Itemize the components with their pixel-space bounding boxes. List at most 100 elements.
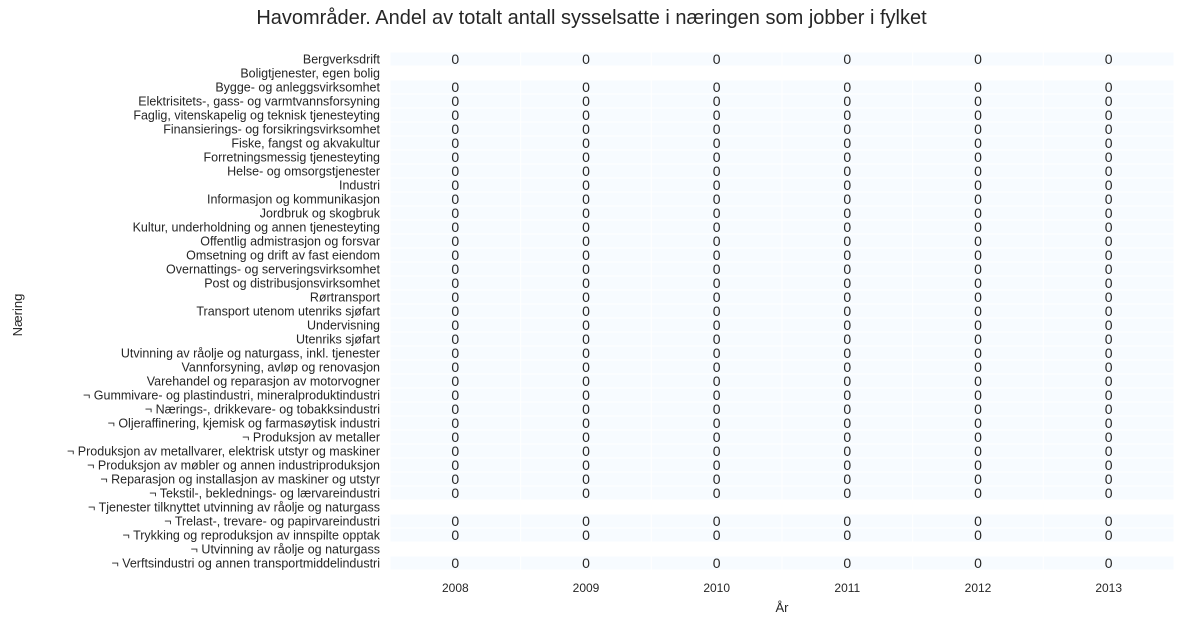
cell-value-label: 0 xyxy=(1105,121,1113,137)
chart-title: Havområder. Andel av totalt antall sysse… xyxy=(256,7,927,29)
cell-value-label: 0 xyxy=(974,149,982,165)
row-label: Utenriks sjøfart xyxy=(296,333,381,347)
row-label: Undervisning xyxy=(307,319,380,333)
cell-value-label: 0 xyxy=(582,247,590,263)
cell-value-label: 0 xyxy=(843,51,851,67)
cell-value-label: 0 xyxy=(1105,485,1113,501)
cell-value-label: 0 xyxy=(713,51,721,67)
cell-value-label: 0 xyxy=(1105,527,1113,543)
cell-value-label: 0 xyxy=(843,149,851,165)
cell-value-label: 0 xyxy=(582,289,590,305)
cell-value-label: 0 xyxy=(582,149,590,165)
cell-value-label: 0 xyxy=(713,317,721,333)
cell-value-label: 0 xyxy=(713,331,721,347)
cell-value-label: 0 xyxy=(451,177,459,193)
x-tick-label: 2008 xyxy=(442,581,469,595)
cell-value-label: 0 xyxy=(843,135,851,151)
cell-value-label: 0 xyxy=(1105,205,1113,221)
cell-value-label: 0 xyxy=(974,219,982,235)
cell-value-label: 0 xyxy=(451,51,459,67)
row-label: Finansierings- og forsikringsvirksomhet xyxy=(163,123,380,137)
cell-value-label: 0 xyxy=(1105,401,1113,417)
cell-value-label: 0 xyxy=(974,121,982,137)
cell-value-label: 0 xyxy=(582,275,590,291)
x-tick-label: 2013 xyxy=(1095,581,1122,595)
cell-value-label: 0 xyxy=(451,401,459,417)
cell-value-label: 0 xyxy=(974,513,982,529)
y-axis-label: Næring xyxy=(10,294,25,337)
cell-value-label: 0 xyxy=(1105,289,1113,305)
cell-value-label: 0 xyxy=(713,401,721,417)
cell-value-label: 0 xyxy=(1105,233,1113,249)
cell-value-label: 0 xyxy=(582,177,590,193)
cell-value-label: 0 xyxy=(582,219,590,235)
cell-value-label: 0 xyxy=(843,513,851,529)
cell-value-label: 0 xyxy=(1105,331,1113,347)
row-label: Faglig, vitenskapelig og teknisk tjenest… xyxy=(133,109,380,123)
cell-value-label: 0 xyxy=(843,359,851,375)
cell-value-label: 0 xyxy=(974,205,982,221)
cell-value-label: 0 xyxy=(843,457,851,473)
cell-value-label: 0 xyxy=(582,513,590,529)
cell-value-label: 0 xyxy=(582,93,590,109)
cell-value-label: 0 xyxy=(582,471,590,487)
cell-value-label: 0 xyxy=(843,387,851,403)
row-label: Informasjon og kommunikasjon xyxy=(207,193,380,207)
cell-value-label: 0 xyxy=(843,443,851,459)
cell-value-label: 0 xyxy=(582,107,590,123)
cell-value-label: 0 xyxy=(1105,261,1113,277)
heatmap-cell xyxy=(1042,485,1175,501)
cell-value-label: 0 xyxy=(843,527,851,543)
x-axis-label: År xyxy=(776,600,790,615)
cell-value-label: 0 xyxy=(713,149,721,165)
cell-value-label: 0 xyxy=(1105,135,1113,151)
cell-value-label: 0 xyxy=(582,135,590,151)
cell-value-label: 0 xyxy=(843,205,851,221)
cell-value-label: 0 xyxy=(713,247,721,263)
cell-value-label: 0 xyxy=(1105,149,1113,165)
cell-value-label: 0 xyxy=(582,51,590,67)
cell-value-label: 0 xyxy=(713,485,721,501)
cell-value-label: 0 xyxy=(451,247,459,263)
row-label: ¬ Tekstil-, beklednings- og lærvareindus… xyxy=(149,487,380,501)
row-label: Fiske, fangst og akvakultur xyxy=(231,137,380,151)
cell-value-label: 0 xyxy=(1105,471,1113,487)
heatmap-cell xyxy=(1042,527,1175,543)
cell-value-label: 0 xyxy=(843,275,851,291)
cell-value-label: 0 xyxy=(451,415,459,431)
cell-value-label: 0 xyxy=(1105,177,1113,193)
cell-value-label: 0 xyxy=(843,233,851,249)
cell-value-labels: 0 0 0 0 0 00 0 0 0 0 00 0 0 0 0 00 0 0 0 0 00 0 0 0 0 00 0 0 0 0 00 0 0 0… xyxy=(451,51,1112,571)
cell-value-label: 0 xyxy=(582,527,590,543)
cell-value-label: 0 xyxy=(451,233,459,249)
heatmap-cells xyxy=(389,51,1175,571)
cell-value-label: 0 xyxy=(451,261,459,277)
cell-value-label: 0 xyxy=(582,261,590,277)
cell-value-label: 0 xyxy=(451,107,459,123)
cell-value-label: 0 xyxy=(1105,555,1113,571)
cell-value-label: 0 xyxy=(974,163,982,179)
cell-value-label: 0 xyxy=(713,527,721,543)
cell-value-label: 0 xyxy=(451,373,459,389)
cell-value-label: 0 xyxy=(843,121,851,137)
cell-value-label: 0 xyxy=(713,79,721,95)
cell-value-label: 0 xyxy=(713,359,721,375)
cell-value-label: 0 xyxy=(974,289,982,305)
cell-value-label: 0 xyxy=(713,429,721,445)
cell-value-label: 0 xyxy=(451,79,459,95)
cell-value-label: 0 xyxy=(582,555,590,571)
cell-value-label: 0 xyxy=(974,387,982,403)
cell-value-label: 0 xyxy=(974,317,982,333)
row-label: Varehandel og reparasjon av motorvogner xyxy=(147,375,380,389)
cell-value-label: 0 xyxy=(451,429,459,445)
cell-value-label: 0 xyxy=(713,345,721,361)
cell-value-label: 0 xyxy=(974,359,982,375)
cell-value-label: 0 xyxy=(451,149,459,165)
heatmap-cell xyxy=(1042,555,1175,571)
cell-value-label: 0 xyxy=(974,177,982,193)
cell-value-label: 0 xyxy=(974,93,982,109)
cell-value-label: 0 xyxy=(843,177,851,193)
cell-value-label: 0 xyxy=(713,121,721,137)
row-label: Bergverksdrift xyxy=(303,53,381,67)
